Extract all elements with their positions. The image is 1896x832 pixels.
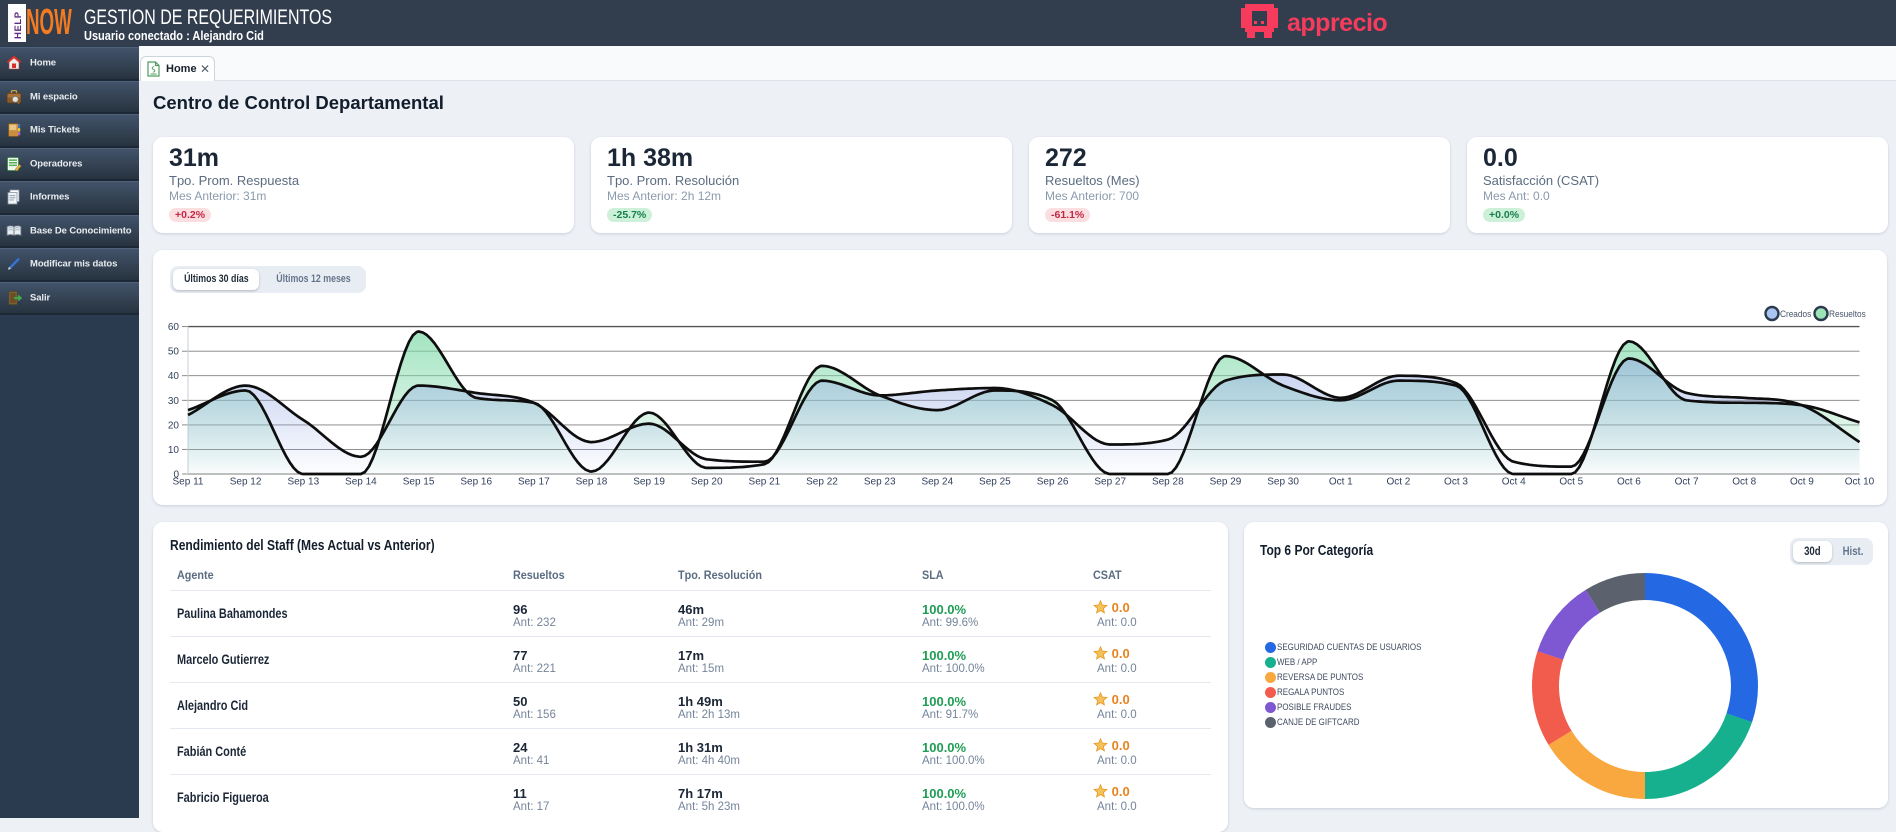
svg-text:Sep 27: Sep 27 xyxy=(1094,477,1126,488)
svg-text:Oct 7: Oct 7 xyxy=(1675,477,1699,488)
svg-text:Sep 17: Sep 17 xyxy=(518,477,550,488)
svg-text:Sep 25: Sep 25 xyxy=(979,477,1011,488)
svg-text:Sep 26: Sep 26 xyxy=(1037,477,1069,488)
svg-text:Sep 29: Sep 29 xyxy=(1210,477,1242,488)
svg-text:Sep 14: Sep 14 xyxy=(345,477,377,488)
svg-text:Sep 19: Sep 19 xyxy=(633,477,665,488)
svg-text:40: 40 xyxy=(168,371,180,382)
svg-text:Oct 6: Oct 6 xyxy=(1617,477,1641,488)
svg-text:Resueltos: Resueltos xyxy=(1829,309,1866,319)
svg-text:Sep 20: Sep 20 xyxy=(691,477,723,488)
svg-text:30: 30 xyxy=(168,396,180,407)
svg-text:50: 50 xyxy=(168,347,180,358)
svg-text:Sep 24: Sep 24 xyxy=(921,477,953,488)
svg-text:Sep 21: Sep 21 xyxy=(749,477,781,488)
svg-text:Oct 1: Oct 1 xyxy=(1329,477,1353,488)
svg-text:Oct 4: Oct 4 xyxy=(1502,477,1526,488)
svg-text:0: 0 xyxy=(173,470,179,481)
svg-text:Sep 11: Sep 11 xyxy=(173,477,204,488)
svg-text:60: 60 xyxy=(168,322,180,333)
svg-text:Sep 28: Sep 28 xyxy=(1152,477,1184,488)
svg-text:Oct 2: Oct 2 xyxy=(1386,477,1410,488)
svg-text:Sep 18: Sep 18 xyxy=(576,477,608,488)
svg-text:Oct 9: Oct 9 xyxy=(1790,477,1814,488)
svg-text:Oct 5: Oct 5 xyxy=(1559,477,1583,488)
svg-text:Sep 23: Sep 23 xyxy=(864,477,896,488)
svg-text:Sep 15: Sep 15 xyxy=(403,477,435,488)
svg-text:HELP: HELP xyxy=(13,11,24,39)
svg-text:Oct 3: Oct 3 xyxy=(1444,477,1468,488)
svg-text:Creados: Creados xyxy=(1780,309,1811,319)
svg-text:Sep 16: Sep 16 xyxy=(460,477,492,488)
svg-text:Oct 10: Oct 10 xyxy=(1845,477,1875,488)
svg-text:20: 20 xyxy=(168,420,180,431)
svg-text:10: 10 xyxy=(168,445,180,456)
svg-text:Sep 13: Sep 13 xyxy=(287,477,319,488)
svg-text:Sep 30: Sep 30 xyxy=(1267,477,1299,488)
svg-text:Sep 22: Sep 22 xyxy=(806,477,838,488)
svg-text:Oct 8: Oct 8 xyxy=(1732,477,1756,488)
svg-text:Sep 12: Sep 12 xyxy=(230,477,262,488)
